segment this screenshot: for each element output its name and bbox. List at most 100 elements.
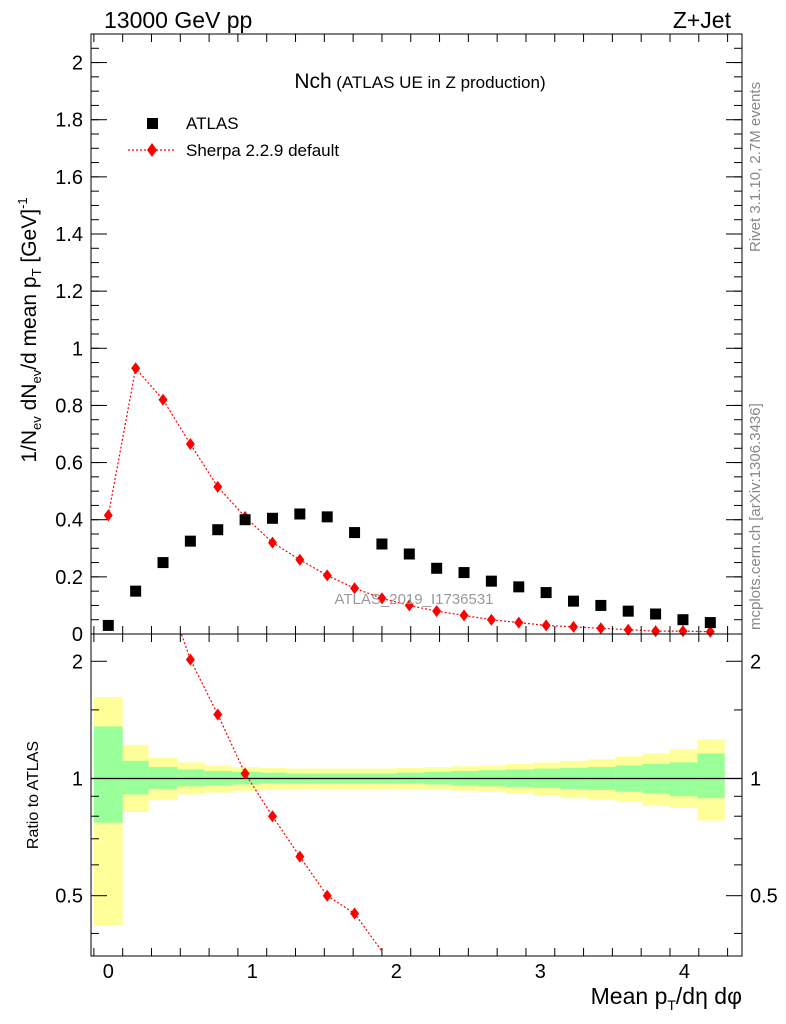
legend-sherpa-label: Sherpa 2.2.9 default <box>186 141 339 160</box>
sherpa-point <box>295 553 305 566</box>
ratio-y-tick-label: 1 <box>72 768 83 790</box>
main-y-tick-label: 1.4 <box>55 224 83 246</box>
main-title: Nch (ATLAS UE in Z production) <box>294 70 545 93</box>
sherpa-point <box>459 609 469 622</box>
ratio-sherpa-point <box>185 653 195 666</box>
sherpa-point <box>651 625 661 638</box>
atlas-point <box>212 524 224 536</box>
watermark: ATLAS_2019_I1736531 <box>334 591 493 608</box>
atlas-point <box>650 608 662 620</box>
ratio-y-tick-label-right: 0.5 <box>750 886 778 908</box>
main-y-tick-label: 0.6 <box>55 453 83 475</box>
sherpa-point <box>213 480 223 493</box>
x-axis-label: Mean pT/dη dφ <box>591 983 742 1013</box>
atlas-point <box>349 527 361 539</box>
atlas-point <box>540 587 552 599</box>
x-tick-label: 4 <box>679 961 690 983</box>
atlas-point <box>157 557 169 569</box>
atlas-point <box>595 599 607 611</box>
sherpa-point <box>350 582 360 595</box>
main-y-tick-label: 1.6 <box>55 167 83 189</box>
ratio-green-band <box>93 726 123 823</box>
main-y-tick-label: 2 <box>72 53 83 75</box>
atlas-point <box>431 562 443 574</box>
sherpa-point <box>596 622 606 635</box>
ratio-sherpa-point <box>267 810 277 823</box>
ratio-green-band <box>669 762 698 797</box>
sherpa-point <box>267 536 277 549</box>
ratio-sherpa-point <box>240 767 250 780</box>
ratio-plot-frame <box>90 633 743 957</box>
main-y-tick-label-zero: 0 <box>72 624 83 646</box>
ratio-sherpa-line <box>180 634 383 952</box>
ratio-green-band <box>122 760 149 795</box>
ratio-sherpa-point <box>322 889 332 902</box>
main-y-tick-label: 1.2 <box>55 281 83 303</box>
x-tick-label: 2 <box>391 961 402 983</box>
atlas-point <box>376 538 388 550</box>
atlas-point <box>266 512 278 524</box>
legend-sherpa-marker <box>147 143 157 157</box>
header-process: Z+Jet <box>673 7 732 33</box>
atlas-point <box>130 585 142 597</box>
atlas-point <box>458 567 470 579</box>
ratio-y-tick-label: 2 <box>72 651 83 673</box>
sherpa-point <box>486 613 496 626</box>
ratio-sherpa-point <box>295 850 305 863</box>
atlas-point <box>184 535 196 547</box>
main-title-text: Nch <box>294 70 331 93</box>
atlas-point <box>513 581 525 593</box>
sherpa-point <box>678 625 688 638</box>
sherpa-point <box>568 620 578 633</box>
legend-atlas-marker <box>147 118 158 129</box>
sherpa-point <box>705 625 715 638</box>
x-tick-label: 0 <box>103 961 114 983</box>
sherpa-line <box>107 366 711 633</box>
sherpa-point <box>131 362 141 375</box>
ratio-sherpa-point <box>350 907 360 920</box>
main-y-axis-label: 1/Nev dNev/d mean pT [GeV]-1 <box>15 197 44 462</box>
main-y-tick-label: 0.2 <box>55 567 83 589</box>
sherpa-point <box>623 623 633 636</box>
sherpa-point <box>185 438 195 450</box>
atlas-point <box>622 605 634 617</box>
atlas-point <box>102 619 114 631</box>
atlas-point <box>294 508 306 520</box>
atlas-point <box>403 548 415 560</box>
legend-atlas-label: ATLAS <box>186 114 239 133</box>
x-tick-label: 3 <box>535 961 546 983</box>
ratio-sherpa-point <box>213 708 223 721</box>
main-subtitle-text: (ATLAS UE in Z production) <box>336 73 545 92</box>
mcplots-note: mcplots.cern.ch [arXiv:1306.3436] <box>747 403 764 630</box>
main-plot-panel: 0.2 0.4 0.6 0.8 1 1.2 1.4 1.6 1.8 2 0 Nch (ATLAS U… <box>15 33 743 646</box>
sherpa-point <box>377 592 387 605</box>
sherpa-point <box>404 599 414 612</box>
sherpa-point <box>103 509 113 522</box>
sherpa-point <box>541 619 551 632</box>
main-y-tick-label: 1.8 <box>55 110 83 132</box>
sherpa-point <box>322 569 332 582</box>
atlas-point <box>239 514 251 526</box>
main-y-tick-label: 1 <box>72 338 83 360</box>
ratio-y-tick-label-right: 1 <box>750 768 761 790</box>
sherpa-point <box>158 393 168 406</box>
ratio-green-band <box>697 753 725 799</box>
sherpa-point <box>432 605 442 618</box>
ratio-y-tick-label-right: 2 <box>750 651 761 673</box>
ratio-y-tick-label: 0.5 <box>55 886 83 908</box>
main-y-tick-label: 0.8 <box>55 395 83 417</box>
rivet-note: Rivet 3.1.10, 2.7M events <box>747 82 764 252</box>
atlas-point <box>704 617 716 629</box>
ratio-green-band <box>177 769 205 787</box>
atlas-point <box>677 614 689 626</box>
ratio-plot-panel: 0.5 0.5 1 1 2 2 0 1 2 3 4 Ratio to ATLAS <box>25 633 778 983</box>
atlas-point <box>567 595 579 607</box>
main-y-tick-label: 0.4 <box>55 510 83 532</box>
sherpa-point <box>514 616 524 629</box>
x-tick-label: 1 <box>247 961 258 983</box>
header-energy: 13000 GeV pp <box>104 7 252 33</box>
ratio-y-axis-label: Ratio to ATLAS <box>25 741 42 849</box>
atlas-point <box>485 575 497 587</box>
atlas-point <box>321 511 333 523</box>
